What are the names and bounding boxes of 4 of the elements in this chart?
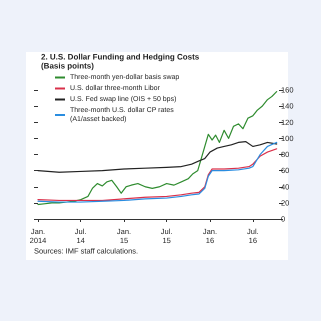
chart-subtitle: (Basis points) xyxy=(41,62,94,70)
chart-title: 2. U.S. Dollar Funding and Hedging Costs xyxy=(41,52,200,62)
line-series xyxy=(37,91,278,206)
line-series xyxy=(37,141,278,173)
